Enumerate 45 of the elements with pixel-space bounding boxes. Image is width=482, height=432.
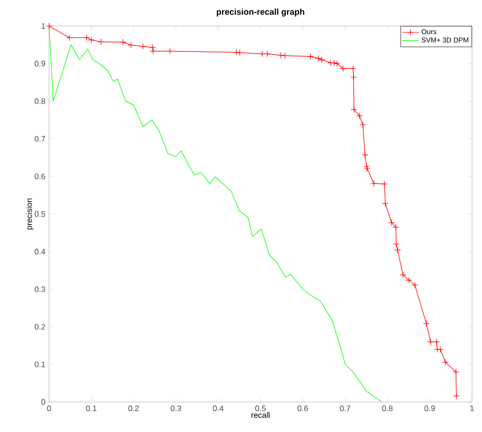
point <box>362 152 368 158</box>
point <box>149 44 156 51</box>
point <box>452 368 460 376</box>
point <box>442 358 449 366</box>
point <box>350 65 356 72</box>
point <box>98 38 104 46</box>
point <box>128 42 134 48</box>
point <box>406 276 412 284</box>
point <box>370 180 378 187</box>
point <box>282 52 288 59</box>
point <box>315 55 322 62</box>
point <box>140 43 146 50</box>
point <box>236 49 244 56</box>
point <box>330 60 338 66</box>
point <box>392 240 400 248</box>
point <box>334 60 340 67</box>
point <box>150 48 156 54</box>
point <box>307 53 314 60</box>
point <box>394 246 401 254</box>
point <box>381 180 388 188</box>
point <box>350 74 357 80</box>
point <box>278 52 284 59</box>
point <box>356 112 363 120</box>
point <box>350 106 358 113</box>
point <box>340 65 346 72</box>
point <box>120 38 126 46</box>
point <box>400 272 406 278</box>
point <box>382 200 389 207</box>
point <box>427 338 434 346</box>
point <box>364 165 370 172</box>
point <box>436 346 444 353</box>
point <box>166 48 174 54</box>
chart-title: precision-recall graph <box>216 8 304 16</box>
point <box>264 50 271 58</box>
point <box>318 56 326 64</box>
point <box>433 338 440 346</box>
point <box>258 50 266 58</box>
point <box>423 320 430 327</box>
point <box>66 34 73 41</box>
point <box>360 122 366 128</box>
point <box>363 163 370 170</box>
point <box>46 22 52 30</box>
point <box>233 49 240 56</box>
point <box>412 282 418 288</box>
point <box>453 392 460 400</box>
